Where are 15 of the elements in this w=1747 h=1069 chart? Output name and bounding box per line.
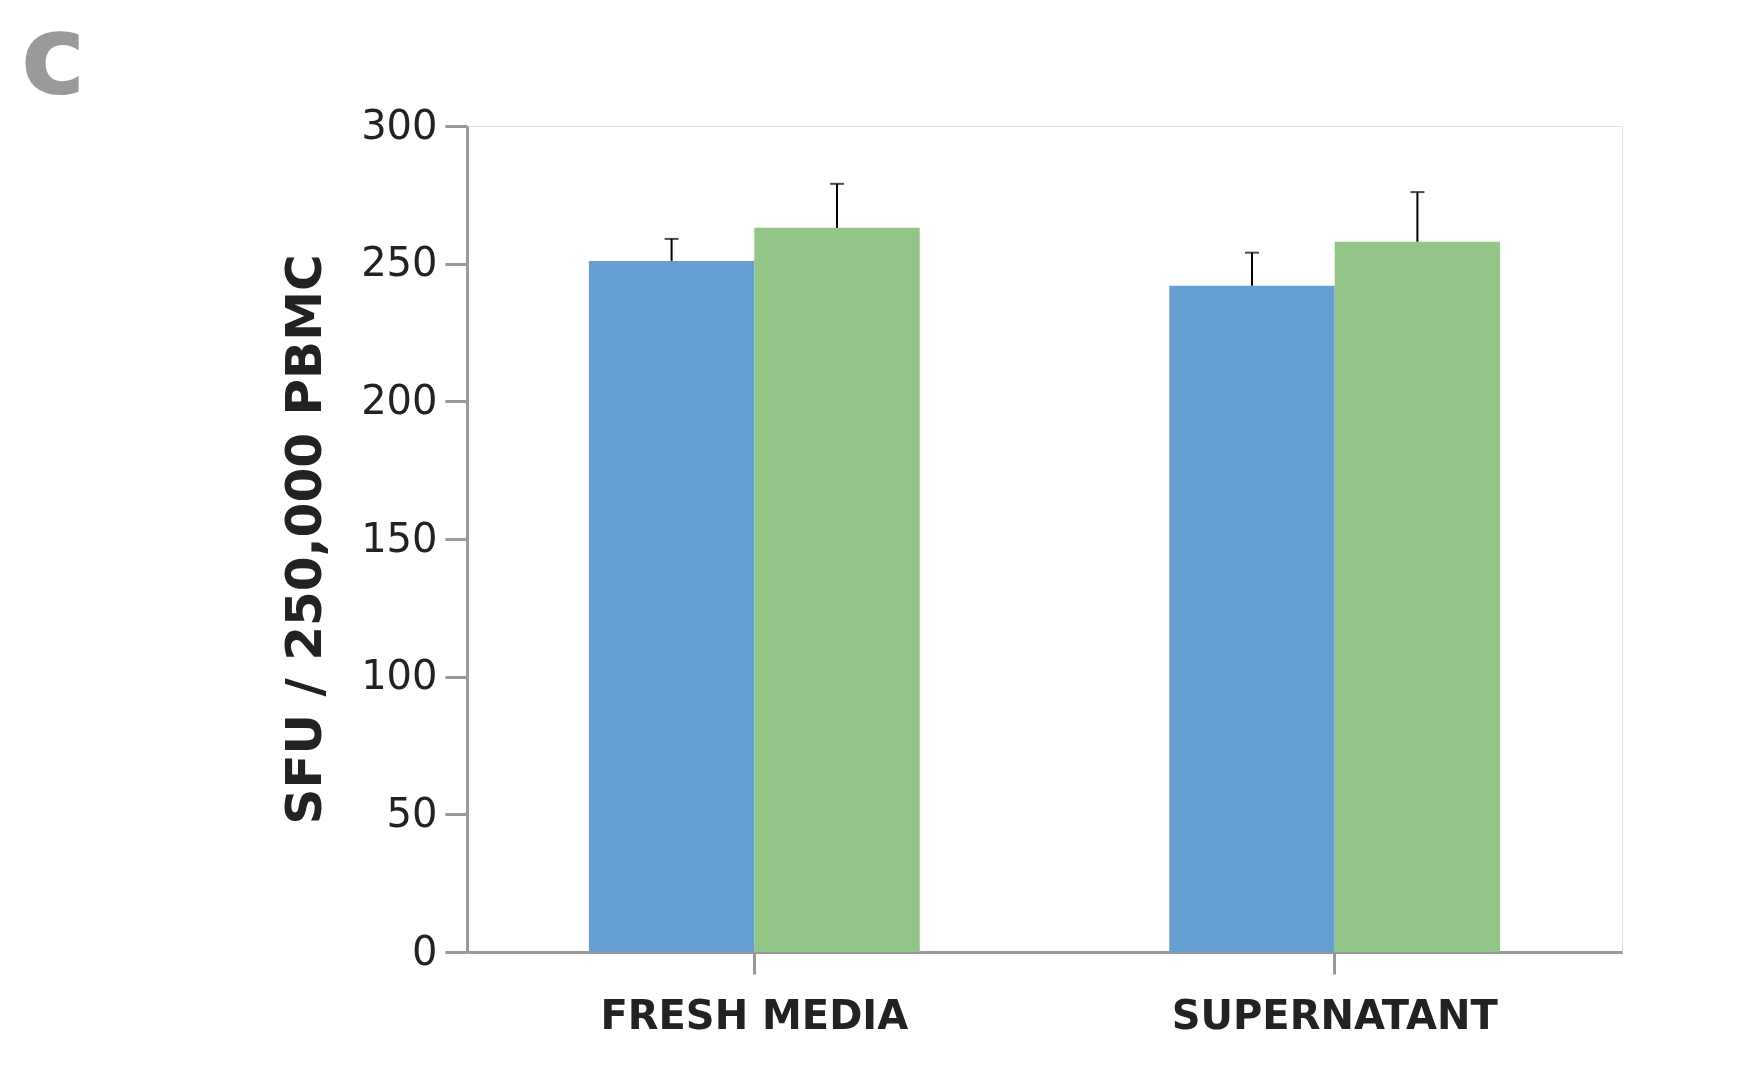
y-tick-label: 100 [361, 652, 438, 699]
chart-title: c [20, 0, 86, 119]
x-tick-label: FRESH MEDIA [600, 991, 909, 1038]
y-tick-label: 150 [361, 514, 438, 561]
y-tick-label: 200 [361, 376, 438, 423]
bar [1334, 241, 1501, 952]
y-tick-label: 0 [412, 927, 438, 974]
y-axis-title: SFU / 250,000 PBMC [275, 254, 334, 825]
bar [588, 260, 755, 952]
x-tick-label: SUPERNATANT [1171, 991, 1499, 1038]
y-tick-label: 300 [361, 101, 438, 148]
bar [1169, 285, 1335, 952]
y-tick-label: 250 [361, 239, 438, 286]
y-tick-label: 50 [386, 789, 438, 836]
bar [754, 227, 920, 952]
